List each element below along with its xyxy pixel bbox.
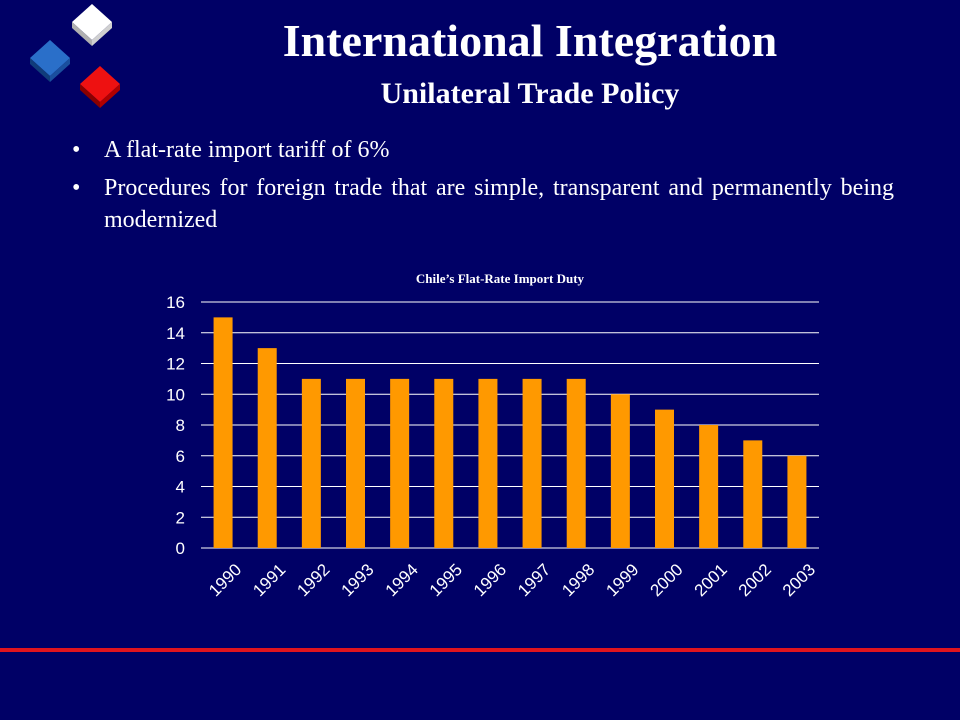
bar [522,378,542,548]
bullet-text: A flat-rate import tariff of 6% [104,137,390,163]
chart-title: Chile’s Flat-Rate Import Duty [415,271,585,286]
y-tick-label: 0 [176,539,185,558]
cubes-logo-icon [30,4,120,108]
x-tick-label: 2002 [735,560,775,600]
bullet-list: • A flat-rate import tariff of 6% • Proc… [72,134,894,242]
x-tick-label: 1993 [338,560,378,600]
y-tick-label: 12 [166,355,185,374]
bar [434,378,454,548]
x-tick-label: 2003 [779,560,819,600]
y-tick-label: 14 [166,324,185,343]
y-tick-label: 16 [166,293,185,312]
bar [699,425,719,548]
y-tick-label: 6 [176,447,185,466]
bar [566,378,586,548]
x-tick-label: 1991 [249,560,289,600]
bullet-item: • A flat-rate import tariff of 6% [72,134,894,166]
x-tick-label: 1999 [602,560,642,600]
y-tick-label: 4 [176,478,185,497]
y-tick-label: 8 [176,416,185,435]
slide-subtitle: Unilateral Trade Policy [380,77,680,110]
bar [610,394,630,548]
x-tick-label: 1996 [470,560,510,600]
slide-title: International Integration [282,15,778,66]
bar [213,317,233,548]
bar [655,409,674,548]
x-tick-label: 1992 [293,560,333,600]
x-tick-label: 1995 [426,560,466,600]
x-tick-label: 2001 [691,560,731,600]
bullet-glyph: • [72,137,81,163]
x-tick-label: 1997 [514,560,554,600]
bar [346,378,365,548]
bar [301,378,321,548]
x-tick-label: 1998 [558,560,598,600]
x-tick-label: 1994 [382,560,422,600]
bullet-text: Procedures for foreign trade that are si… [104,175,894,233]
bar [478,378,498,548]
bullet-glyph: • [72,175,81,201]
bullet-item: • Procedures for foreign trade that are … [72,172,894,236]
x-tick-label: 2000 [647,560,687,600]
x-tick-label: 1990 [205,560,245,600]
bottom-accent-line [0,648,960,652]
bar [390,378,410,548]
bar [257,348,277,548]
y-tick-label: 2 [176,508,185,527]
y-tick-label: 10 [166,385,185,404]
bar [787,455,807,548]
bar [743,440,763,548]
